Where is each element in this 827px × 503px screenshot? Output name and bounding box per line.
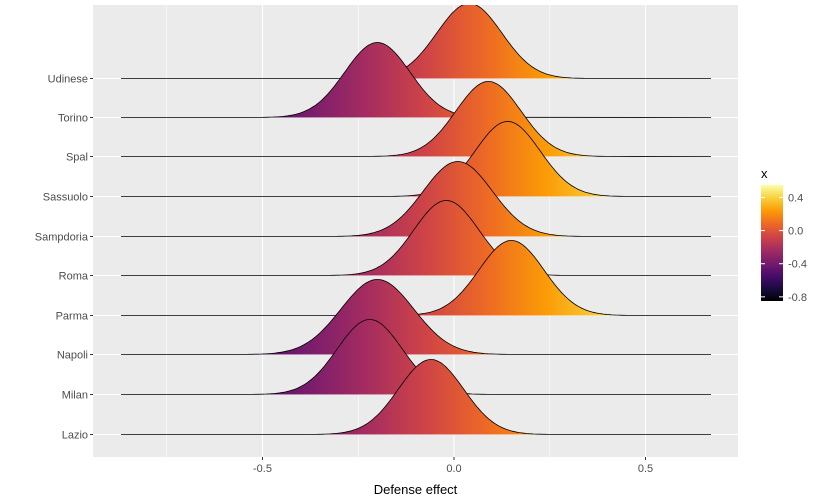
legend-tick-label: -0.4 (788, 259, 807, 271)
ridge-line-spal (121, 81, 712, 157)
x-tick-label: 0.5 (638, 463, 653, 475)
x-axis-title: Defense effect (374, 482, 458, 497)
y-tick-label: Parma (56, 311, 89, 323)
ridge-line-torino (121, 42, 712, 118)
ridge-fill-napoli (121, 279, 711, 355)
legend-colorbar (761, 185, 783, 301)
ridge-fill-udinese (121, 5, 711, 79)
x-axis: -0.5 0.0 0.5 (253, 457, 653, 475)
y-tick-label: Sassuolo (43, 192, 88, 204)
ridge-fill-parma (121, 240, 711, 316)
ridge-line-lazio (121, 359, 711, 435)
ridge-fill-sampdoria (121, 161, 711, 237)
y-tick-label: Spal (66, 152, 88, 164)
y-tick-label: Udinese (48, 74, 88, 86)
x-tick-label: -0.5 (253, 463, 272, 475)
ridge-line-parma (121, 240, 711, 316)
ridge-fill-roma (121, 200, 711, 276)
legend-title: x (761, 166, 768, 181)
y-tick-label: Lazio (62, 430, 88, 442)
ridge-fill-lazio (121, 359, 711, 435)
legend-ticks: 0.4 0.0 -0.4 -0.8 (761, 192, 807, 304)
ridge-line-napoli (121, 279, 711, 355)
x-tick-label: 0.0 (446, 463, 461, 475)
legend-tick-label: 0.4 (788, 192, 803, 204)
y-tick-label: Sampdoria (35, 232, 89, 244)
y-axis: Lazio Milan Napoli Parma Roma Sampdoria Sassuo… (35, 74, 93, 442)
ridge-line-sassuolo (121, 121, 711, 197)
y-tick-label: Napoli (57, 350, 88, 362)
legend-tick-label: -0.8 (788, 292, 807, 304)
ridge-fill-torino (121, 42, 711, 118)
legend-tick-label: 0.0 (788, 226, 803, 238)
color-legend: x 0.4 0.0 -0.4 -0.8 (761, 166, 807, 304)
y-tick-label: Roma (59, 271, 89, 283)
ridge-line-sampdoria (121, 161, 711, 237)
ridges (121, 5, 712, 435)
y-tick-label: Torino (58, 113, 88, 125)
y-tick-label: Milan (62, 390, 88, 402)
